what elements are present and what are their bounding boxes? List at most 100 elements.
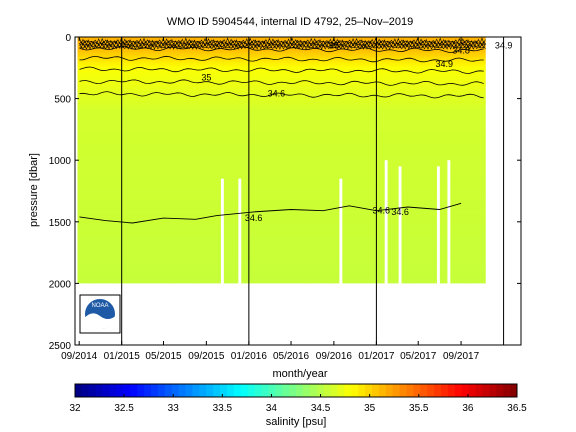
- contour-line: [79, 43, 486, 50]
- x-tick-label: 01/2016: [231, 351, 268, 362]
- profile-column: [307, 37, 312, 284]
- profile-column: [286, 37, 291, 284]
- profile-column: [223, 37, 228, 284]
- colorbar-cell: [413, 384, 421, 397]
- profile-column: [185, 37, 190, 284]
- colorbar-cell: [434, 384, 442, 397]
- profile-column: [129, 37, 134, 284]
- colorbar-tick-label: 36.5: [507, 403, 527, 414]
- profile-column: [262, 37, 267, 284]
- profile-column: [133, 37, 138, 284]
- profile-column: [84, 37, 89, 284]
- colorbar-cell: [157, 384, 166, 397]
- colorbar-cell: [137, 384, 145, 397]
- colorbar-cell: [233, 384, 242, 397]
- colorbar-cell: [296, 384, 304, 397]
- profile-column: [175, 37, 180, 284]
- colorbar-frame: [74, 383, 518, 398]
- colorbar-cell: [95, 384, 104, 397]
- profile-column: [164, 37, 169, 284]
- profile-column: [370, 37, 375, 284]
- profile-column: [147, 37, 152, 284]
- profile-column: [314, 37, 319, 284]
- profile-column: [251, 37, 256, 284]
- colorbar-cell: [88, 384, 97, 397]
- profile-column: [387, 37, 392, 284]
- profile-column: [310, 37, 316, 284]
- profile-column: [408, 37, 413, 284]
- colorbar-cell: [206, 384, 214, 397]
- profile-column: [443, 37, 448, 284]
- profile-column: [77, 37, 82, 284]
- y-tick-label: 1500: [49, 218, 72, 229]
- colorbar-tick-label: 35.5: [409, 403, 429, 414]
- profile-column: [460, 37, 465, 284]
- colorbar-cell: [337, 384, 345, 397]
- profile-column: [324, 37, 329, 284]
- colorbar-label: salinity [psu]: [266, 416, 327, 428]
- colorbar-cell: [171, 384, 180, 397]
- profile-column: [248, 37, 253, 284]
- profile-column: [303, 37, 309, 284]
- profile-column: [140, 37, 145, 284]
- profile-column: [380, 37, 385, 284]
- profile-column: [227, 37, 232, 284]
- profile-column: [446, 37, 451, 161]
- profile-column: [87, 37, 93, 284]
- colorbar-tick-label: 35: [364, 403, 376, 414]
- colorbar-cell: [378, 384, 387, 397]
- x-tick-label: 09/2014: [61, 351, 98, 362]
- profile-column: [366, 37, 371, 284]
- profile-column: [265, 37, 270, 284]
- profile-column: [283, 37, 288, 284]
- colorbar-cell: [178, 384, 186, 397]
- contour-label: 34.9: [436, 59, 454, 69]
- profile-column: [425, 37, 430, 284]
- profile-column: [345, 37, 350, 284]
- profile-column: [269, 37, 274, 284]
- profile-column: [453, 37, 458, 284]
- profile-column: [331, 37, 336, 284]
- x-tick-label: 05/2017: [400, 351, 437, 362]
- profile-column: [297, 37, 302, 284]
- profile-column: [415, 37, 420, 284]
- colorbar-tick-label: 33.5: [213, 403, 233, 414]
- y-tick-label: 2500: [49, 341, 72, 352]
- profile-columns: [77, 37, 486, 284]
- profile-column: [112, 37, 117, 284]
- colorbar-cell: [164, 384, 173, 397]
- profile-column: [478, 37, 483, 284]
- profile-column: [150, 37, 155, 284]
- profile-column: [450, 37, 455, 284]
- contour-label: 35: [329, 41, 339, 51]
- contour-label: 34.6: [391, 207, 409, 217]
- colorbar-cell: [447, 384, 456, 397]
- colorbar-cell: [275, 384, 283, 397]
- profile-column: [432, 37, 437, 284]
- colorbar: 32 32.5 33 33.5 34 34.5 35 35.5 36 36.5: [69, 383, 527, 414]
- y-axis-label: pressure [dbar]: [28, 153, 40, 227]
- y-tick-label: 2000: [49, 279, 72, 290]
- profile-column: [349, 37, 354, 284]
- colorbar-cell: [371, 384, 380, 397]
- colorbar-tick-label: 33: [168, 403, 180, 414]
- profile-column: [206, 37, 211, 284]
- profile-column: [154, 37, 159, 284]
- profile-column: [80, 37, 86, 284]
- colorbar-cell: [503, 384, 511, 397]
- x-tick-label: 01/2015: [104, 351, 141, 362]
- colorbar-cell: [144, 384, 152, 397]
- colorbar-cell: [282, 384, 290, 397]
- colorbar-tick-label: 32: [69, 403, 81, 414]
- profile-column: [136, 37, 141, 284]
- profile-column: [182, 37, 187, 284]
- x-tick-label: 05/2015: [145, 351, 182, 362]
- colorbar-cell: [116, 384, 124, 397]
- y-tick-label: 1000: [49, 156, 72, 167]
- colorbar-cell: [289, 384, 297, 397]
- colorbar-cell: [254, 384, 262, 397]
- profile-column: [391, 37, 396, 284]
- contour-line: [79, 79, 484, 86]
- profile-column: [352, 37, 357, 284]
- colorbar-cell: [192, 384, 200, 397]
